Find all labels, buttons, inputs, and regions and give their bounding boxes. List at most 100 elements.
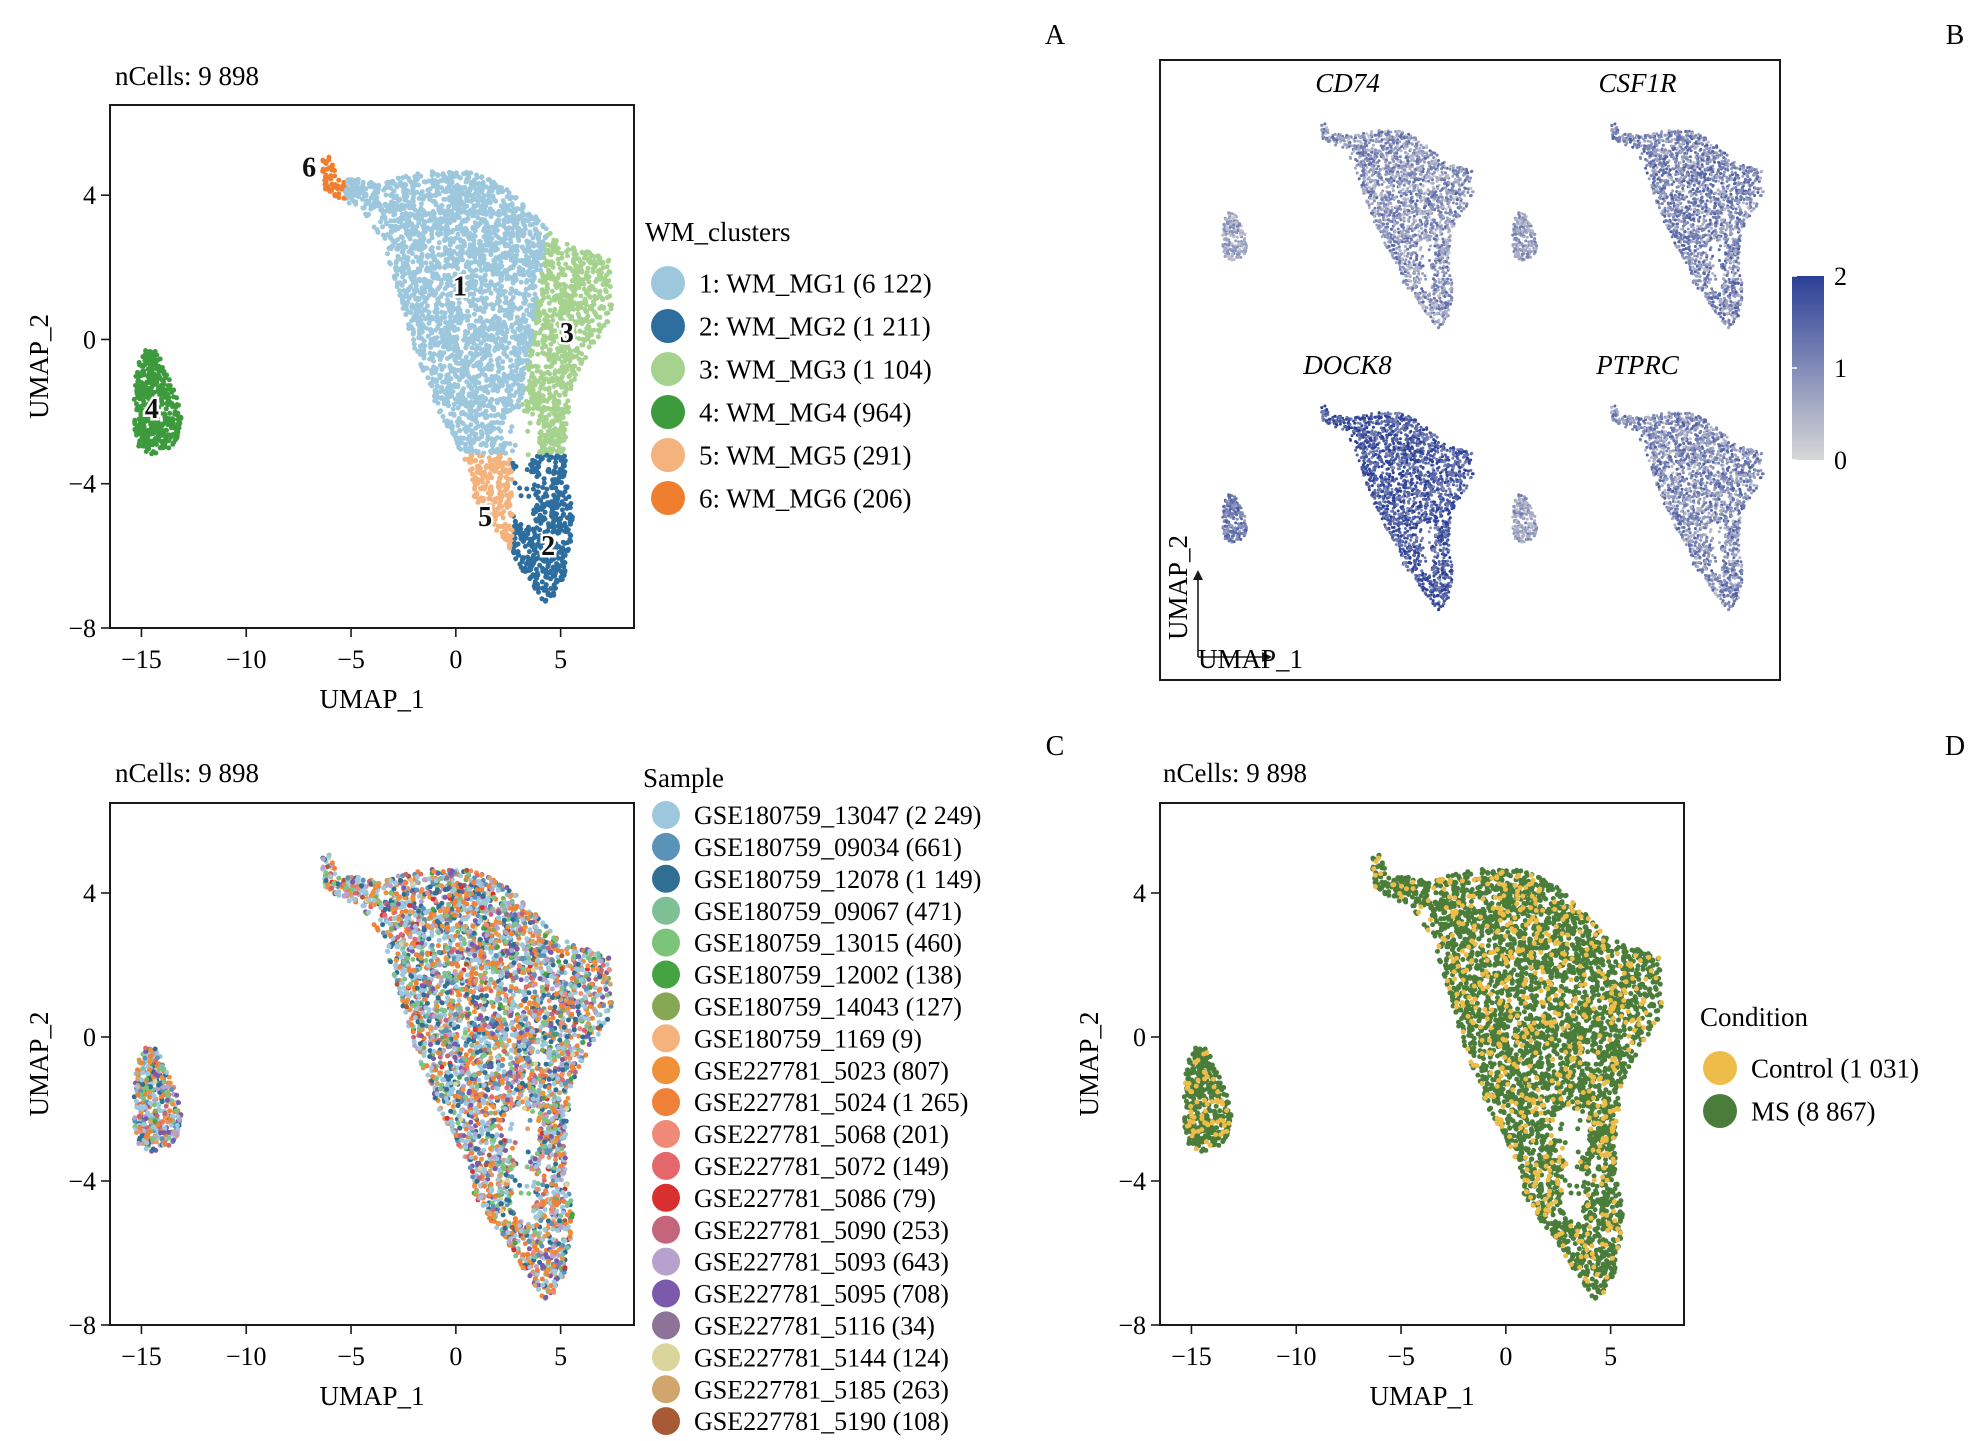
panel-a-point <box>556 502 561 507</box>
panel-a-x-tick-label: −5 <box>337 645 365 674</box>
panel-a-point <box>447 277 452 282</box>
panel-a-point <box>132 418 137 423</box>
panel-a-point <box>483 278 488 283</box>
panel-a-point <box>486 193 491 198</box>
panel-a-point <box>587 251 592 256</box>
panel-a-point <box>496 369 501 374</box>
panel-b-point <box>1409 257 1412 260</box>
panel-a-point <box>482 366 487 371</box>
panel-a-point <box>527 568 532 573</box>
panel-letter-a: A <box>1045 20 1066 51</box>
panel-a-point <box>437 410 442 415</box>
panel-a-point <box>489 464 494 469</box>
panel-a-point <box>549 252 554 257</box>
panel-a-point <box>425 253 430 258</box>
panel-a-point <box>436 353 441 358</box>
panel-a-point <box>542 442 547 447</box>
panel-a-point <box>548 308 553 313</box>
panel-a-point <box>538 255 543 260</box>
panel-a-point <box>472 375 477 380</box>
panel-a-point <box>412 232 417 237</box>
panel-a-point <box>469 413 474 418</box>
panel-a-point <box>535 260 540 265</box>
panel-a-point <box>435 306 440 311</box>
panel-a-point <box>447 394 452 399</box>
panel-a-point <box>604 311 609 316</box>
panel-a-legend: 1: WM_MG1 (6 122)2: WM_MG2 (1 211)3: WM_… <box>651 266 932 515</box>
panel-a-point <box>525 360 530 365</box>
panel-a-point <box>494 256 499 261</box>
panel-a-point <box>599 270 604 275</box>
panel-a-point <box>162 413 167 418</box>
panel-a-point <box>500 365 505 370</box>
panel-a-point <box>487 284 492 289</box>
panel-a-legend-key <box>651 266 685 300</box>
panel-a-point <box>475 386 480 391</box>
panel-a-point <box>409 324 414 329</box>
panel-a-point <box>332 168 337 173</box>
panel-a-point <box>576 256 581 261</box>
panel-a-point <box>555 379 560 384</box>
panel-a-point <box>579 320 584 325</box>
panel-a-point <box>591 269 596 274</box>
panel-a-point <box>467 391 472 396</box>
panel-a-point <box>503 300 508 305</box>
panel-a-point <box>565 242 570 247</box>
panel-a-point <box>484 235 489 240</box>
panel-a-point <box>502 415 507 420</box>
panel-a-point <box>517 562 522 567</box>
panel-a-point <box>519 207 524 212</box>
panel-a-point <box>547 371 552 376</box>
panel-a-point <box>444 215 449 220</box>
panel-a-point <box>520 219 525 224</box>
panel-a-point <box>471 182 476 187</box>
panel-a-point <box>578 293 583 298</box>
panel-a-point <box>428 327 433 332</box>
panel-a-point <box>456 445 461 450</box>
panel-a-point <box>373 185 378 190</box>
panel-a-point <box>479 268 484 273</box>
panel-a-umap-clusters: nCells: 9 898 −15 −10 −5 0 5−8−404UMAP_1UMAP… <box>24 61 932 714</box>
panel-a-point <box>139 380 144 385</box>
panel-a-point <box>160 378 165 383</box>
panel-a-point <box>474 492 479 497</box>
panel-a-point <box>388 193 393 198</box>
panel-a-point <box>491 211 496 216</box>
panel-a-point <box>495 344 500 349</box>
panel-a-legend-label: 5: WM_MG5 (291) <box>699 440 912 470</box>
panel-a-point <box>516 238 521 243</box>
panel-a-point <box>495 272 500 277</box>
panel-a-point <box>504 493 509 498</box>
panel-a-point <box>537 313 542 318</box>
panel-a-point <box>386 246 391 251</box>
panel-a-point <box>506 203 511 208</box>
panel-a-point <box>529 374 534 379</box>
panel-a-point <box>554 294 559 299</box>
panel-a-point <box>407 296 412 301</box>
panel-a-point <box>531 270 536 275</box>
panel-a-point <box>529 352 534 357</box>
panel-a-point <box>517 351 522 356</box>
panel-a-point <box>526 218 531 223</box>
panel-a-point <box>564 529 569 534</box>
panel-a-cluster-label: 2 <box>541 531 555 562</box>
panel-a-point <box>607 302 612 307</box>
panel-a-point <box>541 295 546 300</box>
panel-a-y-axis-label: UMAP_2 <box>24 314 54 419</box>
panel-a-point <box>144 380 149 385</box>
panel-a-point <box>521 292 526 297</box>
panel-a-point <box>135 395 140 400</box>
panel-a-point <box>538 521 543 526</box>
panel-a-point <box>507 543 512 548</box>
panel-a-point <box>591 340 596 345</box>
panel-a-point <box>153 374 158 379</box>
panel-a-point <box>553 417 558 422</box>
panel-a-point <box>511 263 516 268</box>
panel-a-point <box>494 242 499 247</box>
panel-a-point <box>459 350 464 355</box>
panel-a-point <box>355 180 360 185</box>
panel-b-point <box>1423 161 1426 164</box>
panel-a-point <box>465 316 470 321</box>
panel-a-point <box>413 215 418 220</box>
